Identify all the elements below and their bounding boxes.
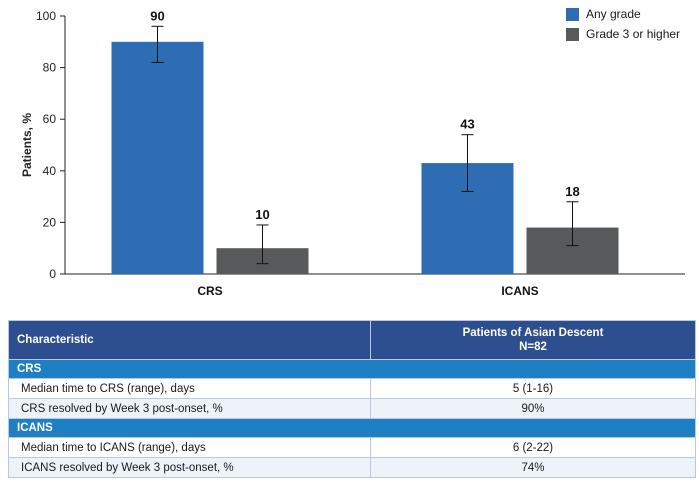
legend-swatch-grade3 [566,27,579,41]
section-title: CRS [8,359,696,379]
row-value: 90% [370,398,696,419]
data-label: 90 [150,8,164,23]
legend-label-grade3: Grade 3 or higher [586,27,681,41]
data-label: 18 [565,184,579,199]
bar-crs-0 [111,41,204,274]
y-tick-label: 20 [43,215,57,229]
row-value: 5 (1-16) [370,378,696,399]
legend-item-grade3: Grade 3 or higher [566,26,680,42]
section-row-crs: CRS [8,359,696,379]
characteristics-table: Characteristic Patients of Asian Descent… [8,320,696,478]
section-title: ICANS [8,418,696,438]
table-row: CRS resolved by Week 3 post-onset, % 90% [8,398,696,419]
chart-legend: Any grade Grade 3 or higher [566,6,680,46]
header-patients: Patients of Asian Descent N=82 [370,320,696,360]
row-label: Median time to ICANS (range), days [8,437,371,458]
header-patients-line1: Patients of Asian Descent [462,327,604,339]
row-value: 74% [370,457,696,478]
row-value: 6 (2-22) [370,437,696,458]
x-category-label: ICANS [501,284,538,298]
y-axis-label: Patients, % [20,113,34,177]
table-header-row: Characteristic Patients of Asian Descent… [8,320,696,360]
data-label: 43 [460,117,474,132]
y-tick-label: 100 [36,9,56,23]
y-tick-label: 40 [43,164,57,178]
data-label: 10 [255,207,269,222]
row-label: CRS resolved by Week 3 post-onset, % [8,398,371,419]
table-row: Median time to ICANS (range), days 6 (2-… [8,437,696,458]
x-category-label: CRS [197,284,222,298]
table-row: Median time to CRS (range), days 5 (1-16… [8,378,696,399]
row-label: Median time to CRS (range), days [8,378,371,399]
y-tick-label: 80 [43,61,57,75]
legend-item-any-grade: Any grade [566,6,680,22]
y-tick-label: 0 [49,267,56,281]
legend-label-any-grade: Any grade [586,7,641,21]
row-label: ICANS resolved by Week 3 post-onset, % [8,457,371,478]
header-patients-line2: N=82 [519,341,547,353]
table-row: ICANS resolved by Week 3 post-onset, % 7… [8,457,696,478]
header-characteristic: Characteristic [8,320,371,360]
bar-chart: 0 20 40 60 80 100 Patients, % 90 10 CRS 43 18 ICANS [20,8,685,298]
legend-swatch-any-grade [566,7,579,21]
section-row-icans: ICANS [8,418,696,438]
y-tick-label: 60 [43,112,57,126]
